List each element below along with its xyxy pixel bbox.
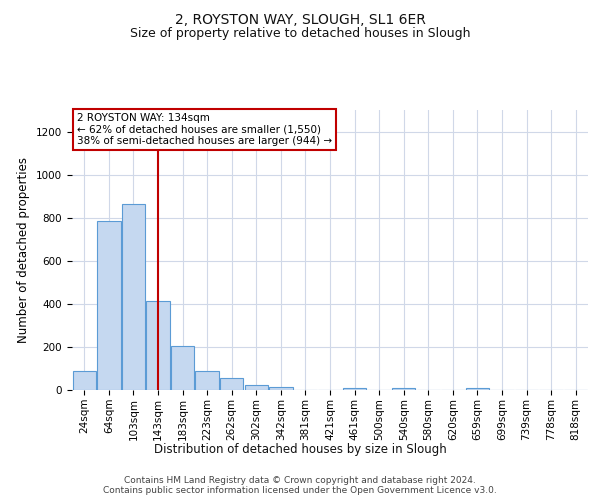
Bar	[146, 300, 170, 390]
Bar	[392, 388, 415, 390]
Bar	[196, 370, 219, 390]
Bar	[466, 388, 489, 390]
Text: Contains HM Land Registry data © Crown copyright and database right 2024.
Contai: Contains HM Land Registry data © Crown c…	[103, 476, 497, 495]
Text: 2 ROYSTON WAY: 134sqm
← 62% of detached houses are smaller (1,550)
38% of semi-d: 2 ROYSTON WAY: 134sqm ← 62% of detached …	[77, 113, 332, 146]
Y-axis label: Number of detached properties: Number of detached properties	[17, 157, 31, 343]
Bar	[171, 346, 194, 390]
Bar	[122, 204, 145, 390]
Text: Size of property relative to detached houses in Slough: Size of property relative to detached ho…	[130, 28, 470, 40]
Text: 2, ROYSTON WAY, SLOUGH, SL1 6ER: 2, ROYSTON WAY, SLOUGH, SL1 6ER	[175, 12, 425, 26]
Text: Distribution of detached houses by size in Slough: Distribution of detached houses by size …	[154, 442, 446, 456]
Bar	[245, 384, 268, 390]
Bar	[73, 370, 96, 390]
Bar	[220, 378, 244, 390]
Bar	[97, 221, 121, 390]
Bar	[269, 387, 293, 390]
Bar	[343, 388, 366, 390]
